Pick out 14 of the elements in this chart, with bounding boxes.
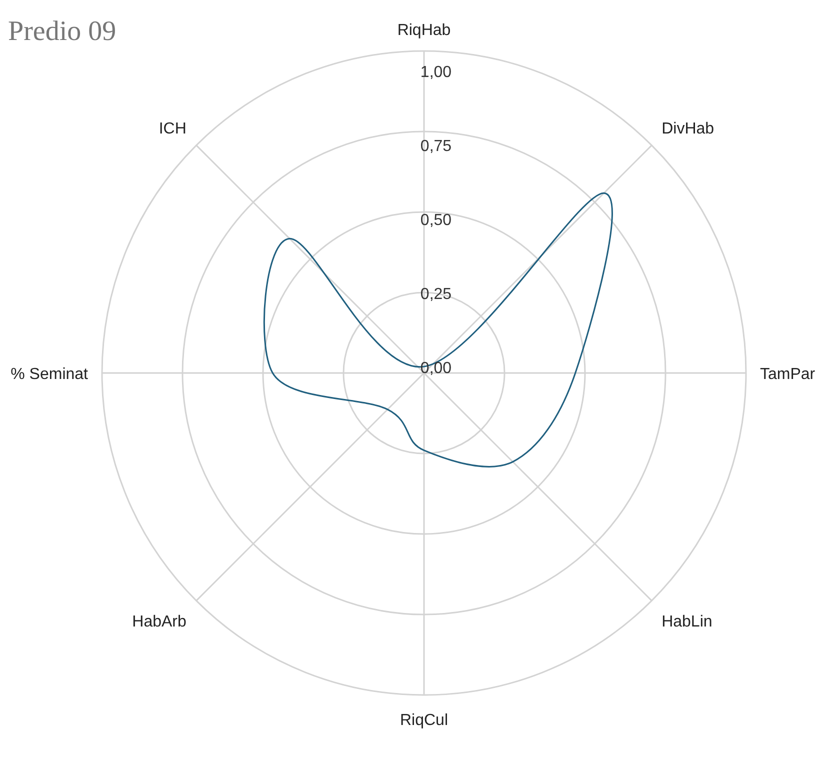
spoke-label: HabArb (132, 614, 187, 631)
y-tick-label: 0,75 (420, 138, 452, 155)
y-tick-label: 0,50 (420, 212, 452, 229)
chart-title: Predio 09 (8, 16, 116, 47)
spoke-label: RiqCul (400, 712, 448, 729)
spoke-label: DivHab (662, 120, 714, 138)
y-tick-label: 0,00 (420, 360, 452, 377)
spoke-label: TamPar (760, 366, 816, 383)
y-tick-label: 1,00 (420, 64, 452, 81)
y-tick-label: 0,25 (420, 286, 452, 303)
spoke-label: % Seminat (10, 366, 89, 383)
spoke-label: HabLin (662, 614, 712, 631)
spoke-label: RiqHab (397, 22, 451, 39)
spoke-label: ICH (158, 120, 186, 138)
